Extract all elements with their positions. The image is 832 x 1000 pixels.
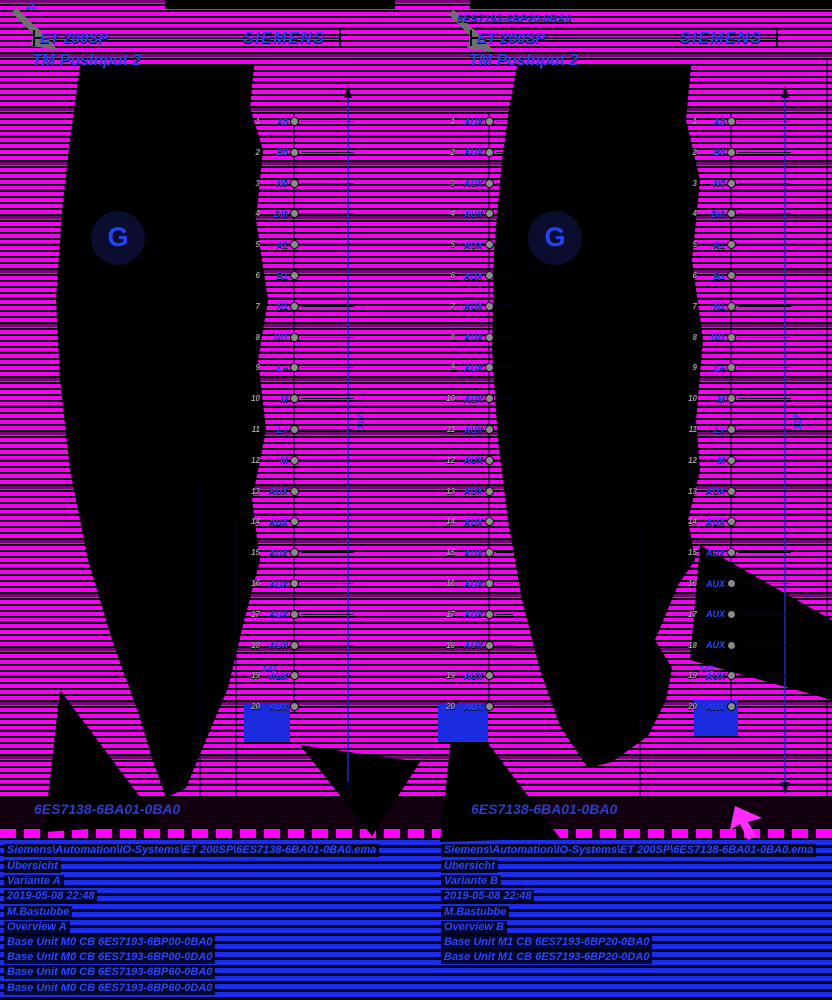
module-mark-letter: G [544, 222, 566, 252]
baseunit-annotation: 6ES7193-6BP20-0BA0 [457, 13, 572, 25]
footer-order-number: 6ES7138-6BA01-0BA0 [34, 801, 181, 817]
metadata-zone-background [0, 840, 832, 1000]
module-mark-letter: G [107, 222, 129, 252]
height-dimension-label: 117 [793, 414, 804, 430]
siemens-logo: SIEMENS [680, 30, 763, 47]
macro-file-path: Siemens\Automation\IO-Systems\ET 200SP\6… [4, 844, 380, 857]
siemens-logo: SIEMENS [243, 30, 326, 47]
series-label: ET 200SP [40, 30, 109, 47]
total-dimension-label: 141 [699, 664, 715, 674]
width-dimension-label: 15 [26, 1, 37, 11]
product-label: TM PosInput 2 [469, 52, 579, 69]
footer-order-number: 6ES7138-6BA01-0BA0 [471, 801, 618, 817]
product-label: TM PosInput 2 [32, 52, 142, 69]
total-dimension-label: 141 [262, 664, 278, 674]
macro-file-path: Siemens\Automation\IO-Systems\ET 200SP\6… [441, 844, 817, 857]
series-label: ET 200SP [477, 30, 546, 47]
drawing-zone-background [0, 0, 832, 798]
height-dimension-label: 117 [356, 414, 367, 430]
